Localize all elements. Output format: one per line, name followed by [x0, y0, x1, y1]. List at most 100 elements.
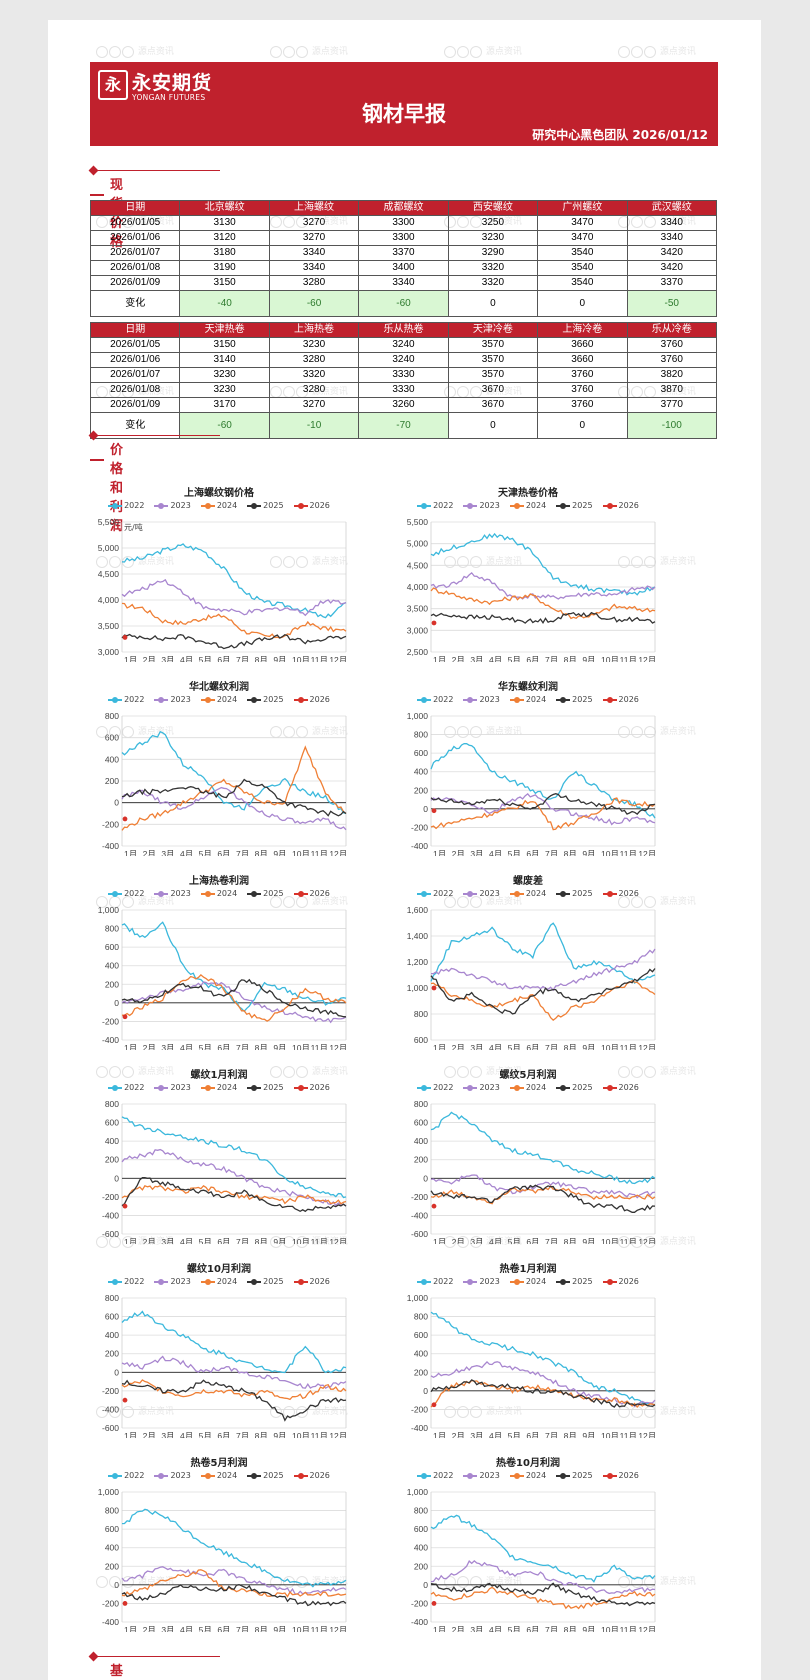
- series-point: [431, 985, 437, 991]
- y-tick-label: 0: [423, 804, 428, 814]
- y-tick-label: 1,000: [407, 1487, 429, 1497]
- y-tick-label: 0: [423, 1173, 428, 1183]
- y-tick-label: 600: [105, 1118, 119, 1128]
- legend-item: 2022: [108, 889, 144, 898]
- table-cell: 3330: [358, 382, 449, 398]
- watermark: 源点资讯: [96, 44, 174, 58]
- legend-item: 2025: [556, 695, 593, 704]
- y-tick-label: 200: [414, 1367, 428, 1377]
- table-cell: 3670: [447, 382, 539, 398]
- legend-label: 2022: [124, 1471, 145, 1480]
- y-tick-label: 800: [105, 1293, 119, 1303]
- line-chart: 螺废差 2022 2023 2024 2025 2026 1,600 1,400 1,200 1,…: [393, 872, 663, 1050]
- y-tick-label: -600: [411, 1229, 428, 1239]
- x-tick-label: 4月: [180, 849, 193, 856]
- y-tick-label: 5,000: [407, 539, 429, 549]
- y-tick-label: 200: [414, 785, 428, 795]
- x-tick-label: 12月: [638, 1237, 656, 1244]
- report-subtitle: 研究中心黑色团队 2026/01/12: [532, 128, 708, 142]
- table-cell: 2026/01/07: [89, 367, 181, 383]
- legend-label: 2025: [572, 889, 593, 898]
- column-header: 成都螺纹: [358, 200, 449, 216]
- y-tick-label: -200: [102, 819, 119, 829]
- chart-legend: 2022 2023 2024 2025 2026: [84, 1277, 354, 1286]
- chart-title: 热卷1月利润: [499, 1264, 557, 1275]
- chart-plot: 800 600 400 200 0 -200 -400 -600 1月 2月 3月 4月 5月 6月 7月 8…: [411, 1099, 656, 1244]
- y-tick-label: 2,500: [407, 647, 429, 657]
- legend-item: 2025: [247, 1277, 284, 1286]
- series-line: [121, 1379, 347, 1401]
- y-tick-label: 400: [414, 1543, 428, 1553]
- x-tick-label: 1月: [124, 1625, 137, 1632]
- table-cell: 3240: [358, 337, 449, 353]
- legend-label: 2026: [618, 889, 639, 898]
- x-tick-label: 1月: [124, 1237, 137, 1244]
- table-cell: 3670: [447, 397, 539, 413]
- x-tick-label: 12月: [638, 655, 656, 662]
- series-line: [121, 1566, 347, 1595]
- series-line: [121, 1310, 347, 1374]
- legend-item: 2026: [293, 501, 330, 510]
- series-point: [431, 1601, 437, 1606]
- x-tick-label: 2月: [452, 1043, 465, 1050]
- x-tick-label: 5月: [508, 1625, 521, 1632]
- legend-label: 2022: [124, 1083, 145, 1092]
- legend-label: 2024: [216, 501, 238, 510]
- chart-title: 华东螺纹利润: [498, 682, 558, 693]
- x-tick-label: 1月: [433, 1431, 446, 1438]
- legend-label: 2024: [216, 695, 238, 704]
- y-tick-label: -400: [102, 1404, 119, 1414]
- report-title: 钢材早报: [362, 102, 446, 126]
- chart-title: 华北螺纹利润: [189, 682, 249, 693]
- table-cell: 3760: [537, 367, 628, 383]
- legend-item: 2024: [509, 1277, 546, 1286]
- legend-label: 2023: [479, 695, 500, 704]
- y-axis-label: 元/吨: [124, 522, 143, 532]
- legend-label: 2026: [309, 1471, 330, 1480]
- x-tick-label: 7月: [545, 849, 558, 856]
- table-row: 2026/01/08 3230 3280 3330 3670 3760 3870: [89, 382, 718, 398]
- legend-item: 2023: [154, 889, 191, 898]
- x-tick-label: 9月: [582, 1043, 595, 1050]
- x-tick-label: 4月: [489, 849, 502, 856]
- report-banner: 永 永安期货 YONGAN FUTURES 钢材早报 研究中心黑色团队 2026…: [90, 62, 718, 146]
- table-cell: 2026/01/09: [89, 397, 181, 413]
- x-tick-label: 3月: [470, 1431, 483, 1438]
- x-tick-label: 9月: [582, 1237, 595, 1244]
- x-tick-label: 2月: [452, 1237, 465, 1244]
- legend-item: 2024: [200, 1083, 237, 1092]
- legend-label: 2025: [572, 501, 593, 510]
- legend-item: 2025: [247, 1471, 284, 1480]
- x-tick-label: 2月: [143, 1237, 156, 1244]
- legend-label: 2025: [572, 1083, 593, 1092]
- x-tick-label: 11月: [311, 849, 328, 856]
- column-header: 天津冷卷: [447, 322, 539, 338]
- table-cell: 3270: [268, 230, 360, 246]
- table-cell: 3170: [179, 397, 270, 413]
- legend-item: 2024: [200, 1471, 237, 1480]
- legend-item: 2022: [108, 501, 144, 510]
- series-line: [121, 1508, 347, 1588]
- series-line: [430, 1514, 656, 1583]
- legend-label: 2026: [618, 1277, 639, 1286]
- company-name: 永安期货: [132, 72, 213, 94]
- table-cell: 3370: [358, 245, 449, 261]
- y-tick-label: 1,000: [407, 711, 429, 721]
- legend-item: 2023: [463, 501, 500, 510]
- x-tick-label: 1月: [433, 655, 446, 662]
- series-line: [430, 1560, 656, 1595]
- x-tick-label: 11月: [311, 655, 328, 662]
- table-cell: 3270: [268, 215, 360, 231]
- legend-item: 2023: [463, 1471, 500, 1480]
- table-cell: 3230: [268, 337, 360, 353]
- x-tick-label: 10月: [292, 655, 310, 662]
- x-tick-label: 3月: [470, 849, 483, 856]
- x-tick-label: 6月: [526, 1625, 539, 1632]
- table-cell: 3280: [268, 275, 360, 291]
- table-cell: 2026/01/08: [89, 260, 181, 276]
- table-row: 2026/01/09 3170 3270 3260 3670 3760 3770: [89, 397, 718, 413]
- x-tick-label: 12月: [329, 1043, 347, 1050]
- section-title: 基差和月差: [110, 1664, 127, 1679]
- y-tick-label: -400: [102, 1210, 119, 1220]
- y-tick-label: 5,500: [407, 517, 429, 527]
